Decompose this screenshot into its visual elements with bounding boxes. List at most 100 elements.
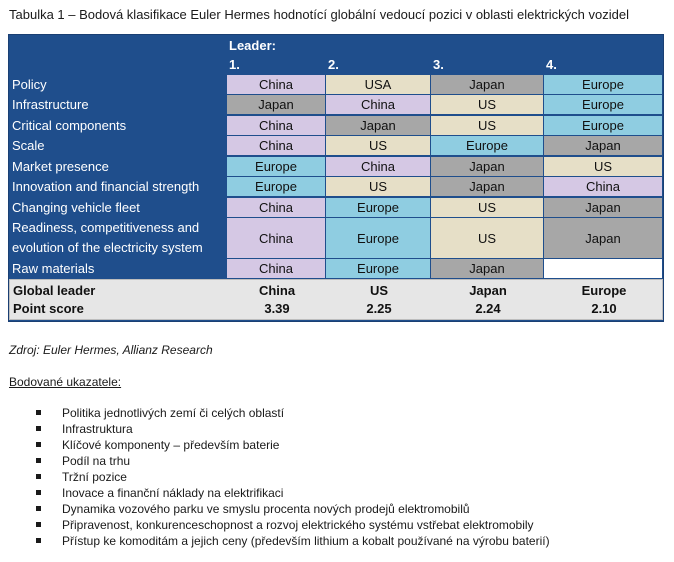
list-item: Tržní pozice [36,469,666,485]
table-cell: China [227,198,325,217]
table-cell: China [227,218,325,258]
bullet-square-icon [36,490,41,495]
bullet-square-icon [36,410,41,415]
bullet-square-icon [36,442,41,447]
point-score-3: 2.24 [475,301,501,316]
table-row: Changing vehicle fleet China Europe US Japan [9,198,663,217]
table-cell: Europe [544,75,662,94]
table-cell: Europe [326,198,430,217]
rank-header-2: 2. [328,57,339,72]
row-label: Policy [12,76,47,92]
table-cell: USA [326,75,430,94]
table-cell: Japan [544,198,662,217]
table-cell: Japan [431,157,543,176]
list-item-text: Politika jednotlivých zemí či celých obl… [62,406,285,420]
list-item-text: Infrastruktura [62,422,133,436]
table-cell: US [544,157,662,176]
table-row: Innovation and financial strength Europe U… [9,177,663,196]
table-cell: US [431,218,543,258]
rank-header-1: 1. [229,57,240,72]
table-cell: US [431,116,543,135]
source-note: Zdroj: Euler Hermes, Allianz Research [9,343,213,357]
row-label: Innovation and financial strength [12,178,200,194]
bullet-square-icon [36,474,41,479]
leader-table: Leader: 1. 2. 3. 4. Policy China USA Japan E… [8,34,664,322]
global-leader-3: Japan [469,283,507,298]
table-cell: China [227,136,325,155]
table-cell: US [431,198,543,217]
table-cell: China [227,259,325,278]
table-cell: Europe [326,218,430,258]
table-cell: Europe [326,259,430,278]
list-item-text: Dynamika vozového parku ve smyslu procen… [62,502,470,516]
table-cell: Japan [431,75,543,94]
list-item-text: Přístup ke komoditám a jejich ceny (před… [62,534,550,548]
bullet-square-icon [36,522,41,527]
global-leader-1: China [258,283,296,298]
table-cell: China [326,157,430,176]
table-row: Readiness, competitiveness and evolution… [9,218,663,258]
table-row: Raw materials China Europe Japan [9,259,663,278]
global-leader-4: Europe [581,283,627,298]
list-item: Dynamika vozového parku ve smyslu procen… [36,501,666,517]
global-leader-2: US [369,283,389,298]
list-item-text: Tržní pozice [62,470,127,484]
table-cell [544,259,662,278]
row-label: Raw materials [12,260,95,276]
bullet-square-icon [36,538,41,543]
table-cell: Japan [544,136,662,155]
table-cell: US [326,177,430,196]
table-cell: US [431,95,543,114]
table-row: Infrastructure Japan China US Europe [9,95,663,114]
table-cell: China [227,116,325,135]
point-score-1: 3.39 [264,301,290,316]
table-cell: Japan [431,259,543,278]
leader-header: Leader: [229,38,276,53]
list-item: Připravenost, konkurenceschopnost a rozv… [36,517,666,533]
table-cell: US [326,136,430,155]
table-cell: Europe [544,95,662,114]
row-label: Changing vehicle fleet [12,199,140,215]
list-item: Infrastruktura [36,421,666,437]
row-label: Scale [12,137,45,153]
global-leader-label: Global leader [13,283,96,298]
table-cell: Europe [227,177,325,196]
table-row: Policy China USA Japan Europe [9,75,663,94]
list-item: Inovace a finanční náklady na elektrifik… [36,485,666,501]
point-score-2: 2.25 [366,301,392,316]
table-row: Market presence Europe China Japan US [9,157,663,176]
row-label: Readiness, competitiveness and evolution… [12,220,203,255]
list-item: Podíl na trhu [36,453,666,469]
table-row: Critical components China Japan US Europe [9,116,663,135]
list-item-text: Klíčové komponenty – především baterie [62,438,280,452]
table-cell: China [544,177,662,196]
table-cell: China [326,95,430,114]
list-item: Přístup ke komoditám a jejich ceny (před… [36,533,666,549]
bullet-square-icon [36,506,41,511]
indicators-list: Politika jednotlivých zemí či celých obl… [36,405,666,549]
list-item-text: Podíl na trhu [62,454,131,468]
bullet-square-icon [36,426,41,431]
row-label: Critical components [12,117,127,133]
table-cell: Europe [431,136,543,155]
point-score-label: Point score [13,301,84,316]
list-item-text: Připravenost, konkurenceschopnost a rozv… [62,518,534,532]
table-cell: Japan [227,95,325,114]
list-item-text: Inovace a finanční náklady na elektrifik… [62,486,284,500]
bullet-square-icon [36,458,41,463]
table-cell: China [227,75,325,94]
row-label: Infrastructure [12,96,89,112]
point-score-4: 2.10 [591,301,617,316]
rank-header-3: 3. [433,57,444,72]
table-cell: Europe [227,157,325,176]
table-cell: Japan [431,177,543,196]
table-caption: Tabulka 1 – Bodová klasifikace Euler Her… [9,7,629,22]
table-row: Scale China US Europe Japan [9,136,663,155]
row-label: Market presence [12,158,109,174]
summary-block: Global leader Point score China US Japan… [9,279,663,320]
list-item: Klíčové komponenty – především baterie [36,437,666,453]
list-item: Politika jednotlivých zemí či celých obl… [36,405,666,421]
rank-header-4: 4. [546,57,557,72]
table-cell: Europe [544,116,662,135]
indicators-title: Bodované ukazatele: [9,375,122,389]
